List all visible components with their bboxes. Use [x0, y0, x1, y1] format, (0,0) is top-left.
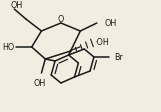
Text: O: O — [58, 14, 64, 23]
Text: ·OH: ·OH — [94, 38, 109, 47]
Text: OH: OH — [10, 1, 22, 10]
Text: OH: OH — [33, 78, 46, 87]
Text: HO: HO — [2, 43, 14, 52]
Text: OH: OH — [105, 19, 117, 28]
Text: Br: Br — [114, 53, 123, 62]
